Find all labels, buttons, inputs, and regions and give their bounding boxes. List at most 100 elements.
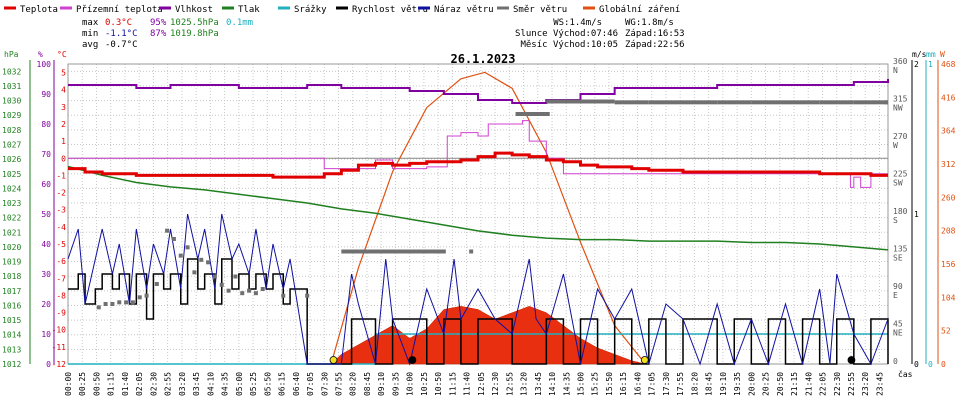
stat-min-hum: 87%: [150, 29, 167, 39]
wind-direction-mark: [441, 249, 446, 254]
temp-tick: -7: [56, 274, 66, 283]
time-tick: 14:35: [562, 372, 571, 396]
w-tick: 0: [941, 360, 946, 369]
time-tick: 10:25: [420, 372, 429, 396]
series-n-raz-v-tru: [67, 213, 889, 366]
dir-tick-label: NE: [893, 329, 903, 338]
time-tick: 12:05: [477, 372, 486, 396]
info-box: WS:1.4m/s WG:1.8m/s Slunce Východ:07:46 …: [515, 18, 685, 50]
stat-max-hum: 95%: [150, 18, 167, 28]
wind-direction-mark: [154, 282, 159, 286]
w-tick: 260: [941, 193, 956, 202]
hpa-tick: 1023: [2, 199, 21, 208]
temp-tick: -4: [56, 223, 66, 232]
wind-direction-mark: [469, 249, 474, 254]
pct-tick: 80: [41, 120, 51, 129]
wind-direction-mark: [409, 249, 445, 254]
wind-direction-mark: [240, 291, 245, 296]
wind-direction-mark: [219, 282, 224, 287]
pct-tick: 60: [41, 180, 51, 189]
wind-direction-mark: [212, 274, 217, 279]
wind-direction-mark: [546, 99, 581, 104]
wind-direction-mark: [648, 100, 683, 105]
wind-direction-mark: [165, 228, 170, 233]
time-tick: 02:55: [164, 372, 173, 396]
series-teplota: [68, 151, 888, 179]
wind-direction-mark: [171, 237, 176, 241]
stat-min-label: min: [82, 29, 98, 39]
dir-tick-label: S: [893, 216, 898, 225]
time-tick: 22:30: [833, 372, 842, 396]
dir-tick-deg: 0: [893, 357, 898, 366]
wind-direction-mark: [144, 293, 149, 298]
time-tick: 11:40: [463, 372, 472, 396]
time-tick: 11:15: [448, 372, 457, 396]
time-tick: 05:25: [249, 372, 258, 396]
series-tlak: [67, 165, 889, 251]
wind-direction-mark: [785, 100, 820, 105]
temp-tick: 4: [61, 86, 66, 95]
info-sun-set: Západ:16:53: [625, 29, 685, 39]
dir-tick-deg: 360: [893, 57, 908, 66]
ms-tick: 2: [914, 60, 919, 69]
pct-tick: 30: [41, 270, 51, 279]
pct-tick: 10: [41, 330, 51, 339]
time-tick: 02:05: [135, 372, 144, 396]
hpa-tick: 1024: [2, 184, 21, 193]
hpa-tick: 1029: [2, 111, 21, 120]
temp-tick: -8: [56, 291, 66, 300]
time-tick: 23:20: [861, 372, 870, 396]
wind-direction-mark: [341, 249, 377, 254]
temp-tick: -11: [52, 343, 67, 352]
pct-tick: 0: [46, 360, 51, 369]
time-tick: 10:00: [406, 372, 415, 396]
wind-direction-mark: [260, 287, 265, 291]
time-tick: 08:20: [349, 372, 358, 396]
dir-tick-label: SE: [893, 254, 903, 263]
wind-direction-mark: [137, 295, 142, 300]
time-axis-title: čas: [898, 369, 913, 379]
legend-label: Vlhkost: [175, 5, 213, 15]
stats-box: max 0.3°C 95% 1025.5hPa 0.1mm min -1.1°C…: [82, 18, 253, 50]
hpa-tick: 1027: [2, 140, 21, 149]
wind-direction-mark: [130, 300, 135, 305]
temp-tick: -12: [52, 360, 67, 369]
dir-tick-deg: 180: [893, 207, 908, 216]
hpa-tick: 1018: [2, 272, 21, 281]
time-tick: 06:15: [278, 372, 287, 396]
temp-tick: -2: [56, 189, 66, 198]
w-tick: 468: [941, 60, 956, 69]
wind-direction-mark: [580, 99, 615, 104]
time-tick: 23:45: [875, 372, 884, 396]
hpa-tick: 1020: [2, 243, 21, 252]
legend-label: Teplota: [20, 5, 58, 15]
info-moon-set: Západ:22:56: [625, 40, 685, 50]
series-layer: [67, 79, 889, 366]
w-tick: 208: [941, 227, 956, 236]
wind-direction-mark: [117, 300, 122, 305]
sun-marker: [329, 356, 338, 364]
time-tick: 10:50: [434, 372, 443, 396]
dir-tick-deg: 315: [893, 95, 908, 104]
time-tick: 07:30: [320, 372, 329, 396]
w-tick: 364: [941, 127, 956, 136]
time-tick: 21:15: [790, 372, 799, 396]
ms-tick: 1: [914, 210, 919, 219]
stat-max-press: 1025.5hPa: [170, 18, 219, 28]
wind-direction-mark: [233, 274, 238, 279]
wind-direction-mark: [192, 270, 197, 275]
pct-tick: 100: [37, 60, 52, 69]
wind-direction-mark: [819, 100, 854, 105]
info-moon-rise: Měsíc Východ:10:05: [520, 40, 618, 50]
pct-tick: 90: [41, 90, 51, 99]
hpa-tick: 1021: [2, 228, 21, 237]
wind-direction-mark: [247, 288, 252, 293]
time-tick: 17:30: [662, 372, 671, 396]
ms-axis-title: m/s: [912, 50, 927, 59]
dir-tick-deg: 270: [893, 132, 908, 141]
legend-label: Náraz větru: [434, 5, 494, 15]
time-tick: 17:05: [648, 372, 657, 396]
time-tick: 00:00: [64, 372, 73, 396]
time-tick: 20:00: [747, 372, 756, 396]
markers-layer: [329, 356, 856, 364]
